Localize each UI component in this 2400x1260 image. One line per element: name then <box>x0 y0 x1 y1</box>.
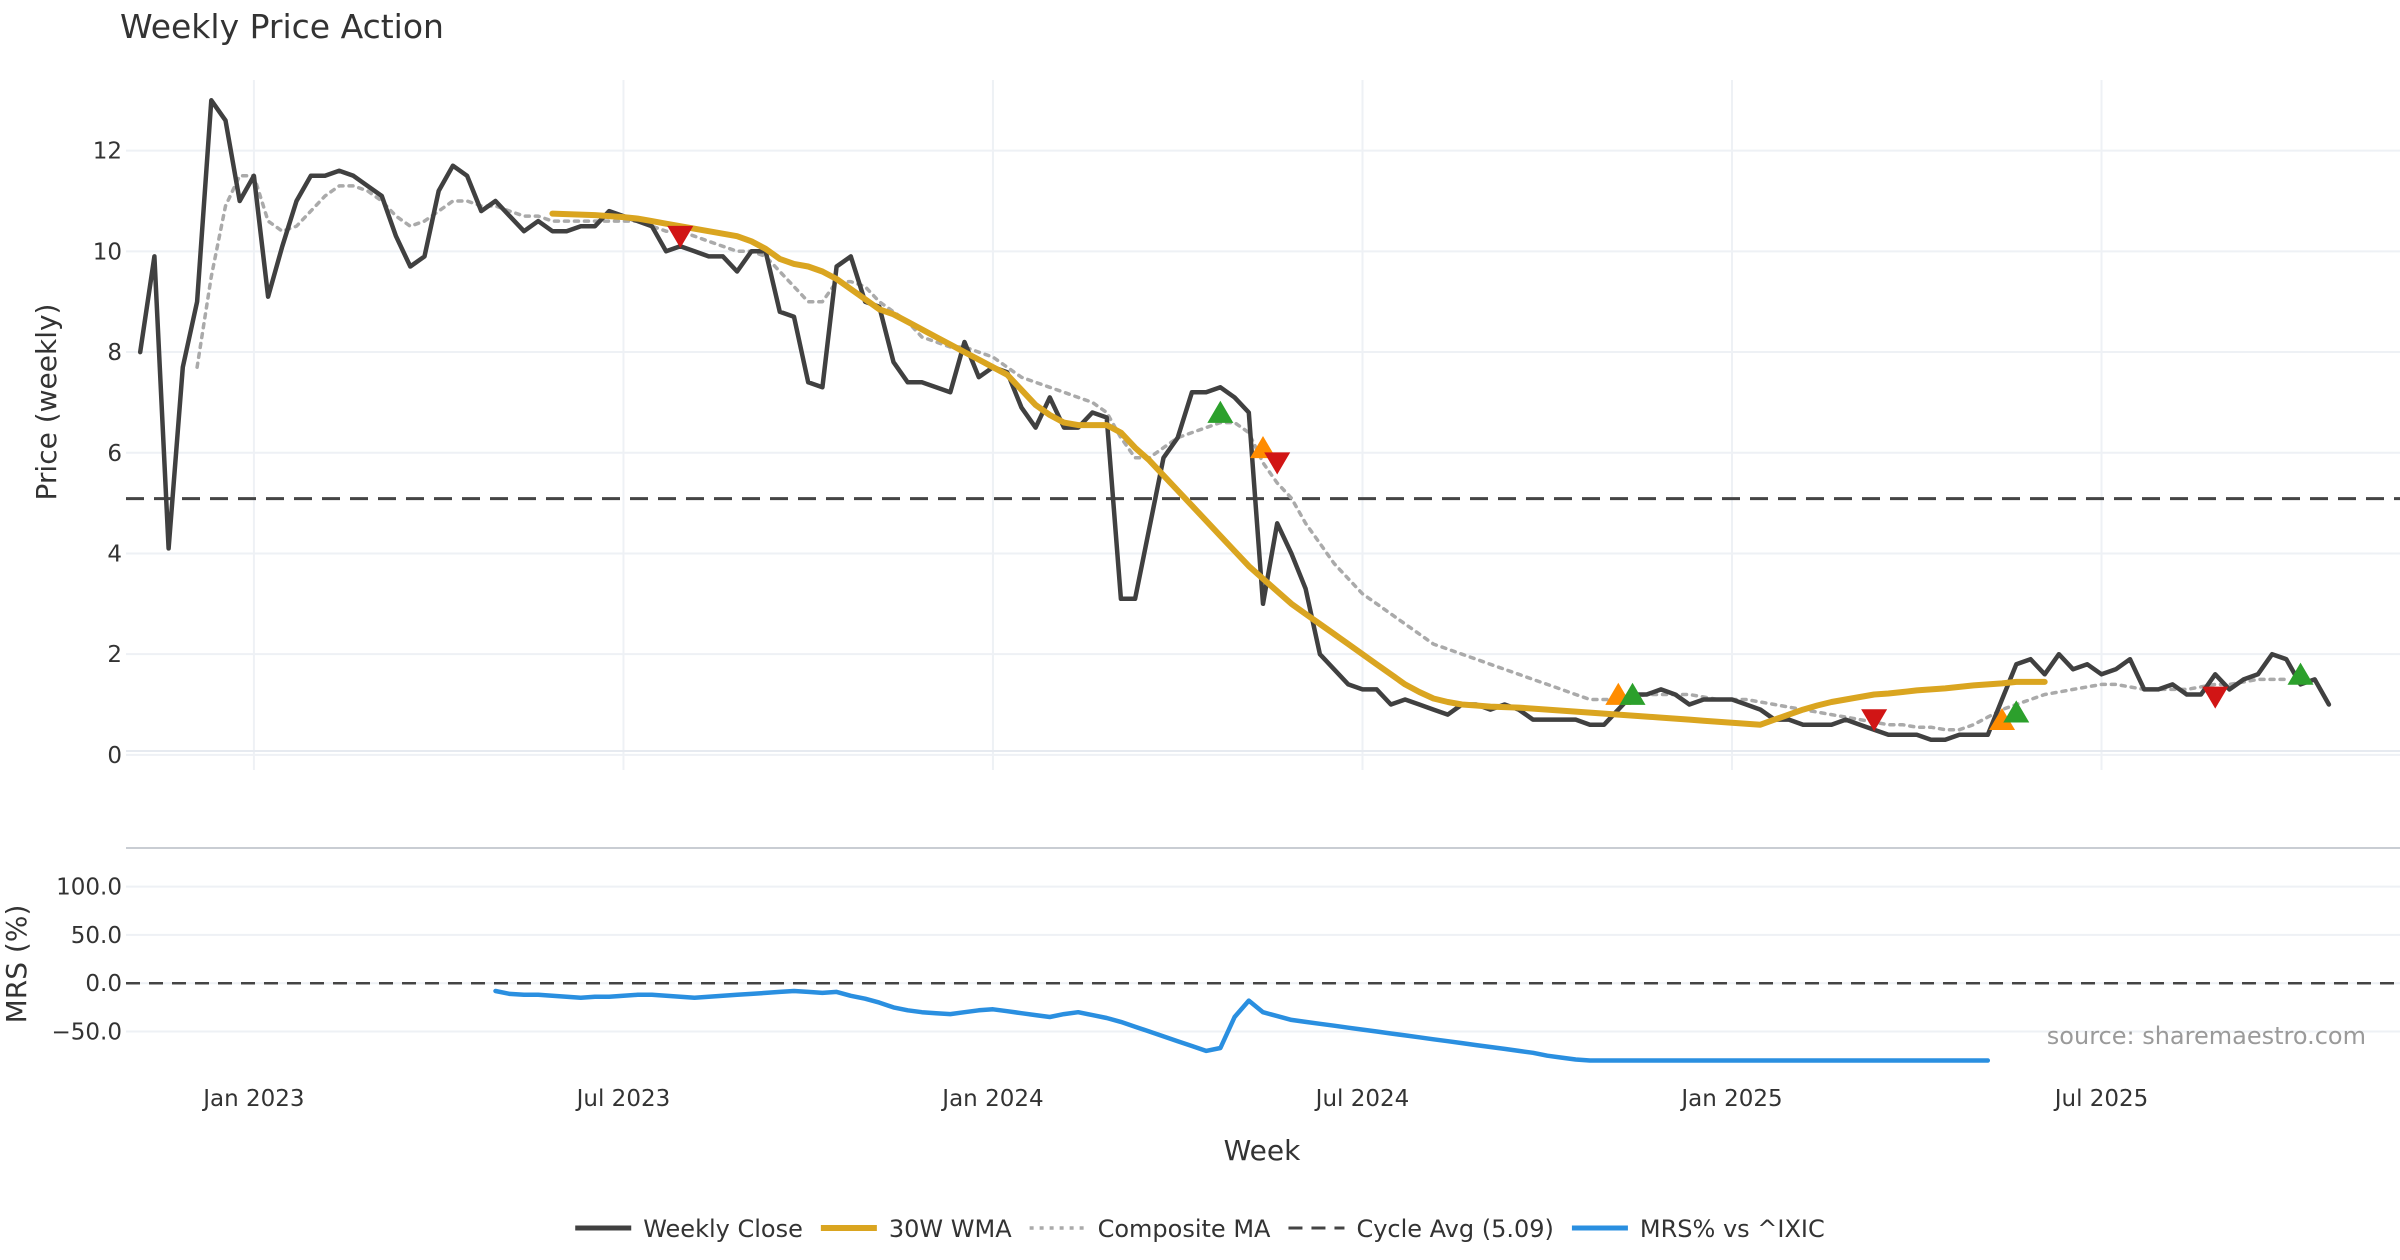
signal-marker-sell <box>667 225 694 248</box>
legend-item: Cycle Avg (5.09) <box>1288 1215 1554 1243</box>
legend: Weekly Close 30W WMA Composite MA Cycle Avg… <box>575 1215 1825 1243</box>
signal-marker-buy <box>1619 682 1646 705</box>
mrs-line <box>493 988 1991 1063</box>
price-y-tick-label: 10 <box>93 239 122 265</box>
mrs-y-tick-label: −50.0 <box>52 1020 122 1046</box>
mrs-y-ticks: 100.0 50.0 0.0 −50.0 <box>52 875 122 1046</box>
signal-markers <box>667 225 2314 732</box>
signal-marker-buy <box>2287 662 2314 685</box>
x-tick-label: Jul 2024 <box>1314 1086 1410 1112</box>
price-y-tick-label: 8 <box>107 340 122 366</box>
x-tick-label: Jan 2025 <box>1679 1086 1782 1112</box>
x-tick-label: Jan 2024 <box>940 1086 1043 1112</box>
signal-marker-buy <box>2003 700 2030 723</box>
signal-marker-sell <box>1264 452 1291 475</box>
price-y-tick-label: 2 <box>107 642 122 668</box>
signal-marker-buy <box>1207 400 1234 423</box>
price-y-ticks: 0 2 4 6 8 10 12 <box>93 139 122 769</box>
legend-label: Composite MA <box>1098 1215 1271 1243</box>
mrs-y-tick-label: 50.0 <box>71 923 122 949</box>
chart-title: Weekly Price Action <box>120 7 444 46</box>
legend-item: Weekly Close <box>575 1215 803 1243</box>
composite-ma-line <box>195 174 2289 732</box>
mrs-y-tick-label: 100.0 <box>56 875 122 901</box>
series-layer <box>137 98 2332 1063</box>
price-y-axis-title: Price (weekly) <box>30 304 63 501</box>
legend-item: Composite MA <box>1029 1215 1271 1243</box>
price-y-tick-label: 6 <box>107 441 122 467</box>
price-y-tick-label: 12 <box>93 139 122 165</box>
x-tick-label: Jul 2025 <box>2053 1086 2149 1112</box>
legend-label: Weekly Close <box>643 1215 803 1243</box>
signal-marker-caution <box>1989 707 2016 731</box>
x-tick-label: Jul 2023 <box>575 1086 671 1112</box>
wma-30w-line <box>549 210 2048 728</box>
source-annotation: source: sharemaestro.com <box>2047 1022 2366 1050</box>
x-tick-label: Jan 2023 <box>201 1086 304 1112</box>
mrs-y-axis-title: MRS (%) <box>0 905 33 1024</box>
x-ticks: Jan 2023 Jul 2023 Jan 2024 Jul 2024 Jan 2025… <box>201 1086 2148 1112</box>
price-y-tick-label: 0 <box>107 743 122 769</box>
x-axis-title: Week <box>1224 1134 1301 1167</box>
legend-item: 30W WMA <box>820 1215 1012 1243</box>
legend-label: 30W WMA <box>889 1215 1012 1243</box>
legend-label: MRS% vs ^IXIC <box>1640 1215 1825 1243</box>
weekly-close-line <box>137 98 2332 743</box>
legend-item: MRS% vs ^IXIC <box>1571 1215 1825 1243</box>
signal-marker-sell <box>2202 686 2229 709</box>
legend-label: Cycle Avg (5.09) <box>1356 1215 1553 1243</box>
mrs-y-tick-label: 0.0 <box>85 971 122 997</box>
price-y-tick-label: 4 <box>107 541 122 567</box>
signal-marker-sell <box>1861 709 1888 732</box>
